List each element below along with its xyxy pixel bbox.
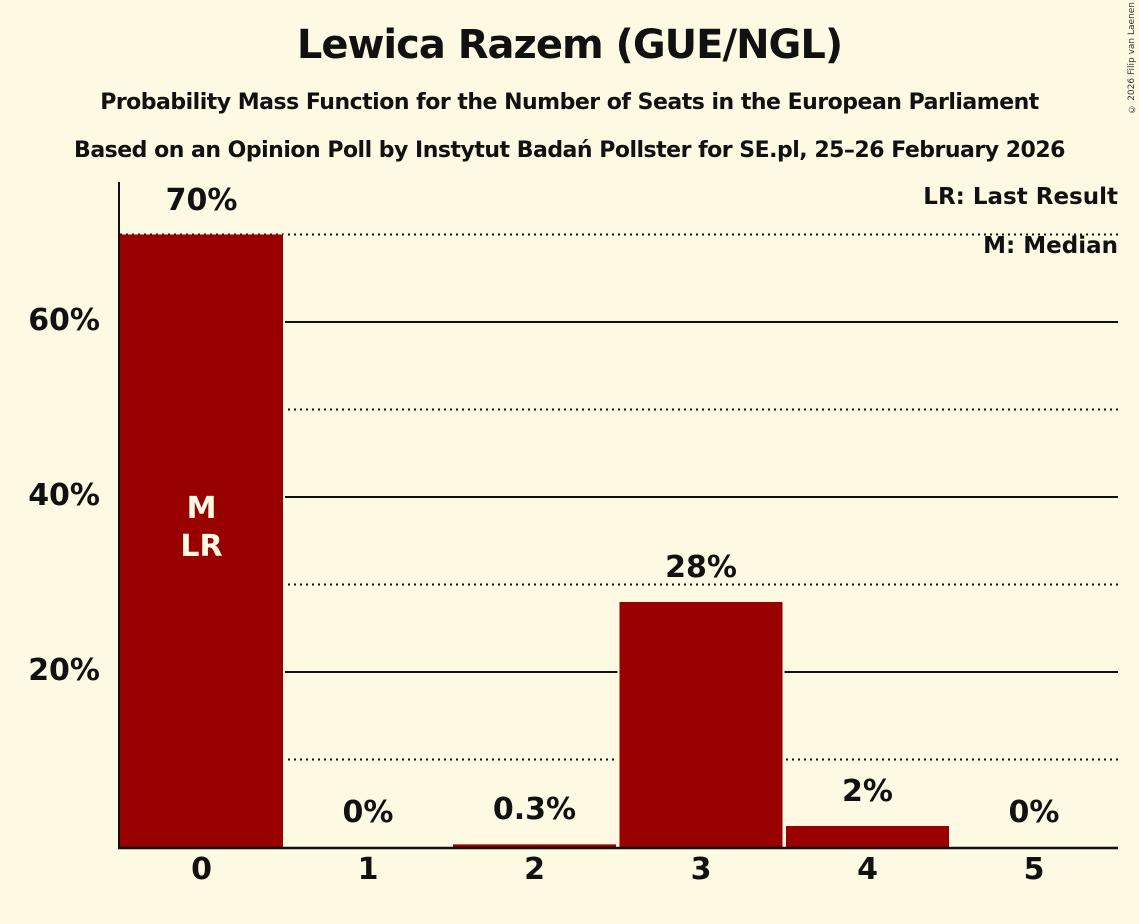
bar-value-label: 28% — [665, 550, 737, 585]
x-tick-label: 3 — [690, 852, 712, 887]
bar-seats-2 — [453, 844, 616, 847]
y-tick-label: 40% — [28, 478, 100, 513]
median-last-result-marker: M LR — [180, 491, 223, 564]
chart-source: Based on an Opinion Poll by Instytut Bad… — [74, 138, 1065, 163]
chart-subtitle: Probability Mass Function for the Number… — [100, 90, 1039, 115]
x-tick-label: 2 — [524, 852, 545, 887]
x-tick-label: 0 — [191, 852, 212, 887]
bar-value-label: 70% — [165, 182, 238, 218]
y-tick-label: 60% — [28, 303, 100, 338]
y-tick-label: 20% — [28, 653, 100, 688]
bar-value-label: 2% — [842, 774, 893, 809]
x-tick-label: 4 — [857, 852, 878, 887]
chart-title: Lewica Razem (GUE/NGL) — [296, 22, 843, 68]
legend-median: M: Median — [983, 233, 1118, 259]
bar-value-label: 0.3% — [492, 792, 577, 828]
bar-value-label: 0% — [342, 795, 394, 830]
x-tick-label: 1 — [357, 852, 379, 887]
bar-seats-4 — [786, 826, 949, 847]
bar-value-label: 0% — [1008, 795, 1060, 830]
bar-seats-3 — [619, 602, 783, 847]
legend-last-result: LR: Last Result — [923, 184, 1118, 210]
bar-seats-0 — [120, 234, 283, 847]
x-tick-label: 5 — [1023, 852, 1045, 887]
